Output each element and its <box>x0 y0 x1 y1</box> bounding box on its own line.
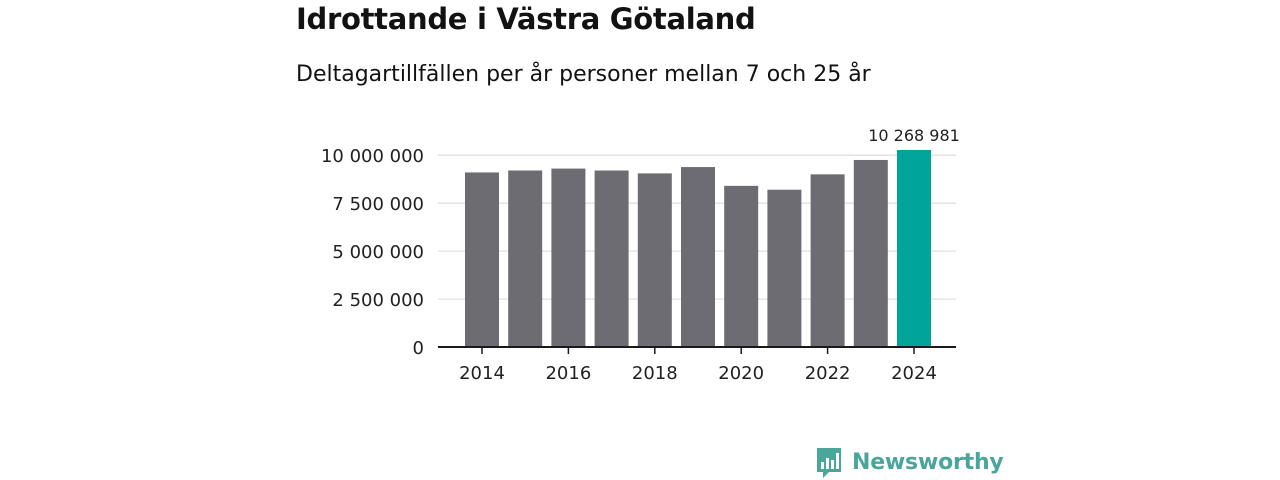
bar <box>551 168 586 347</box>
y-tick-label: 2 500 000 <box>332 290 424 311</box>
chart-title: Idrottande i Västra Götaland <box>296 2 756 36</box>
bar <box>594 170 629 347</box>
x-tick-label: 2022 <box>805 363 851 384</box>
bar <box>810 174 845 347</box>
bar <box>853 159 888 347</box>
y-tick-label: 0 <box>413 338 424 359</box>
bar <box>897 150 931 347</box>
x-tick-label: 2016 <box>545 363 591 384</box>
brand-name: Newsworthy <box>852 450 1004 475</box>
bar-chart-speech-bubble-icon <box>817 448 841 478</box>
x-tick-label: 2018 <box>632 363 678 384</box>
bar <box>681 167 715 347</box>
y-tick-label: 10 000 000 <box>321 146 424 167</box>
x-tick-label: 2020 <box>718 363 764 384</box>
bar <box>767 189 802 347</box>
y-tick-label: 5 000 000 <box>332 242 424 263</box>
bar <box>724 185 759 347</box>
data-label: 10 268 981 <box>868 126 960 145</box>
x-tick-label: 2024 <box>891 363 937 384</box>
x-tick-label: 2014 <box>459 363 505 384</box>
bar <box>465 172 499 347</box>
bar <box>637 173 672 347</box>
brand-logo: Newsworthy <box>815 446 1004 480</box>
chart-subtitle: Deltagartillfällen per år personer mella… <box>296 62 871 87</box>
y-tick-label: 7 500 000 <box>332 194 424 215</box>
bar <box>508 170 543 347</box>
